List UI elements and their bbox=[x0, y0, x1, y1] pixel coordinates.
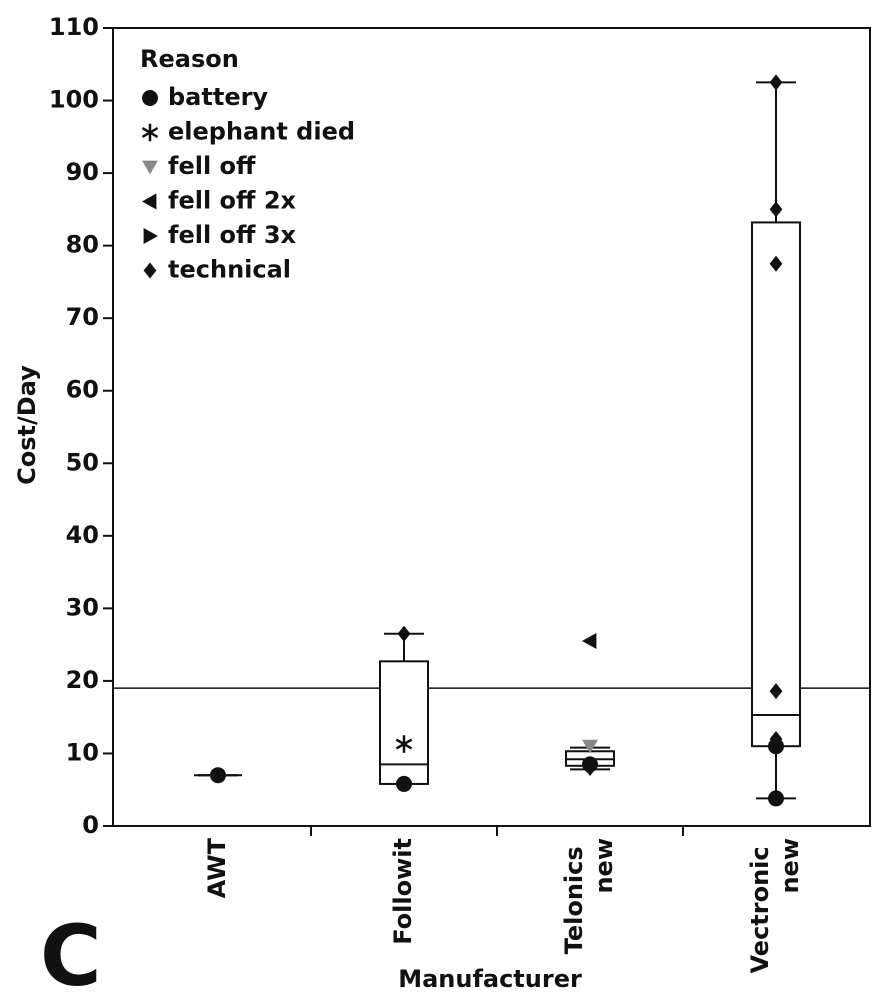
panel-label: C bbox=[40, 907, 102, 994]
data-point bbox=[769, 201, 783, 218]
y-tick-label: 20 bbox=[66, 666, 99, 694]
x-tick-label: Followit bbox=[389, 838, 417, 945]
y-tick-label: 30 bbox=[66, 593, 99, 621]
x-tick-label: Vectronic new bbox=[746, 838, 804, 973]
data-point bbox=[769, 74, 783, 91]
x-axis-label: Manufacturer bbox=[398, 965, 582, 993]
data-point bbox=[582, 633, 597, 650]
y-tick-label: 110 bbox=[49, 13, 99, 41]
data-point bbox=[768, 738, 784, 755]
y-tick-label: 0 bbox=[82, 811, 99, 839]
data-point bbox=[769, 255, 783, 272]
legend-label: fell off bbox=[168, 152, 256, 180]
y-tick-label: 100 bbox=[49, 86, 99, 114]
data-point bbox=[768, 790, 784, 807]
data-point bbox=[583, 759, 597, 776]
y-tick-label: 80 bbox=[66, 231, 99, 259]
data-point bbox=[395, 735, 413, 753]
data-point bbox=[210, 767, 226, 784]
legend-label: battery bbox=[168, 83, 268, 111]
data-point bbox=[397, 625, 411, 642]
legend-symbol bbox=[142, 90, 158, 106]
x-tick-label: Telonics new bbox=[560, 838, 618, 954]
box bbox=[751, 221, 801, 748]
legend-label: elephant died bbox=[168, 118, 355, 146]
legend-title: Reason bbox=[140, 45, 239, 73]
data-point bbox=[582, 739, 598, 754]
x-tick-label: AWT bbox=[203, 837, 231, 898]
y-tick-label: 50 bbox=[66, 448, 99, 476]
legend-symbol bbox=[143, 262, 157, 279]
y-tick-label: 70 bbox=[66, 303, 99, 331]
y-tick-label: 10 bbox=[66, 738, 99, 766]
legend-label: fell off 3x bbox=[168, 221, 297, 249]
legend-label: fell off 2x bbox=[168, 187, 297, 215]
legend-symbol bbox=[141, 123, 159, 142]
y-tick-label: 60 bbox=[66, 376, 99, 404]
y-tick-label: 40 bbox=[66, 521, 99, 549]
box bbox=[379, 660, 429, 785]
legend-label: technical bbox=[168, 256, 291, 284]
data-point bbox=[769, 683, 783, 700]
y-axis-label: Cost/Day bbox=[13, 365, 41, 485]
plot-frame bbox=[112, 27, 871, 827]
y-tick-label: 90 bbox=[66, 158, 99, 186]
legend-symbol bbox=[142, 160, 158, 175]
data-point bbox=[396, 775, 412, 792]
legend-symbol bbox=[143, 228, 158, 244]
legend-symbol bbox=[142, 193, 157, 210]
